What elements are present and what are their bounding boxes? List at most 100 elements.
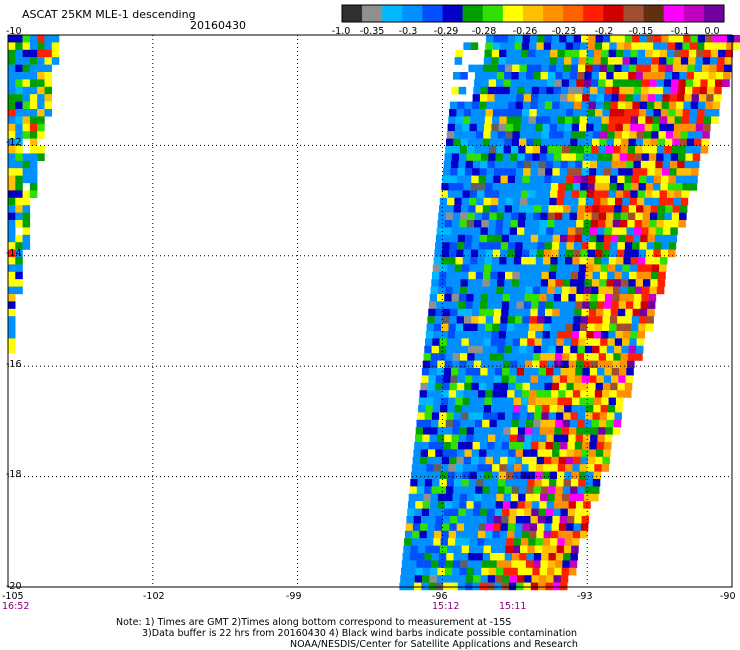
wind-cell (558, 390, 566, 398)
wind-cell (446, 412, 454, 420)
wind-cell (485, 249, 493, 258)
wind-cell (678, 79, 686, 87)
wind-cell (544, 316, 552, 324)
wind-cell (726, 42, 734, 50)
wind-cell (585, 64, 593, 73)
wind-cell (602, 175, 611, 184)
wind-cell (646, 109, 654, 117)
wind-cell (570, 64, 579, 73)
wind-cell (454, 405, 463, 413)
wind-cell (540, 419, 549, 428)
wind-cell (601, 116, 610, 124)
wind-cell (414, 575, 423, 583)
wind-cell (486, 101, 494, 110)
wind-cell (571, 264, 579, 272)
wind-cell (436, 227, 445, 235)
wind-cell (439, 479, 447, 487)
wind-cell (679, 212, 687, 221)
wind-cell (554, 360, 562, 369)
wind-cell (629, 338, 637, 346)
wind-cell (600, 123, 609, 132)
wind-cell (478, 382, 487, 391)
wind-cell (535, 49, 544, 58)
wind-cell (522, 449, 531, 457)
wind-cell (473, 575, 481, 583)
wind-cell (567, 368, 576, 376)
wind-cell (554, 79, 562, 87)
wind-cell (534, 412, 542, 420)
wind-cell (423, 353, 431, 361)
wind-cell (535, 397, 544, 406)
wind-cell (579, 116, 588, 124)
wind-cell (615, 405, 623, 413)
wind-cell (492, 183, 500, 191)
wind-cell (437, 501, 445, 509)
wind-cell (476, 331, 485, 339)
wind-cell (474, 560, 483, 568)
wind-cell (591, 353, 599, 361)
wind-cell (512, 553, 520, 561)
wind-cell (571, 545, 579, 554)
wind-cell (428, 442, 437, 450)
wind-cell (555, 419, 563, 428)
wind-cell (579, 471, 587, 480)
wind-cell (22, 123, 31, 132)
wind-cell (592, 486, 600, 494)
wind-cell (614, 412, 622, 420)
wind-cell (8, 205, 16, 213)
wind-cell (497, 553, 505, 561)
wind-cell (457, 242, 465, 250)
wind-cell (658, 64, 666, 73)
time-label: 15:12 (432, 601, 459, 612)
wind-cell (15, 242, 23, 250)
wind-cell (22, 168, 31, 176)
wind-cell (414, 508, 422, 517)
wind-cell (464, 175, 472, 184)
wind-cell (450, 168, 458, 176)
wind-cell (723, 64, 732, 73)
wind-cell (680, 57, 689, 65)
wind-cell (561, 567, 570, 576)
wind-cell (584, 279, 593, 287)
wind-cell (486, 35, 494, 43)
wind-cell (672, 72, 680, 80)
wind-cell (494, 94, 502, 102)
wind-cell (434, 316, 443, 324)
wind-cell (639, 101, 648, 110)
wind-cell (484, 190, 492, 198)
wind-cell (674, 190, 682, 198)
wind-cell (575, 368, 583, 376)
wind-cell (450, 234, 458, 243)
wind-cell (595, 382, 604, 391)
wind-cell (534, 479, 542, 487)
wind-cell (465, 508, 474, 517)
wind-cell (558, 523, 567, 531)
wind-cell (512, 131, 520, 139)
wind-cell (477, 397, 485, 406)
wind-cell (498, 197, 506, 206)
wind-cell (686, 72, 695, 80)
wind-cell (579, 323, 588, 332)
wind-cell (428, 449, 436, 457)
wind-cell (638, 116, 646, 124)
wind-cell (504, 64, 513, 73)
wind-cell (471, 101, 480, 110)
wind-cell (650, 205, 659, 213)
wind-cell (486, 308, 495, 317)
wind-cell (514, 530, 522, 539)
wind-cell (576, 353, 585, 361)
wind-cell (644, 197, 652, 206)
wind-cell (571, 331, 580, 339)
wind-cell (452, 286, 460, 295)
wind-cell (573, 382, 582, 391)
wind-cell (670, 153, 679, 161)
wind-cell (521, 42, 530, 50)
wind-cell (582, 368, 590, 376)
wind-cell (583, 153, 591, 161)
wind-cell (525, 212, 534, 221)
wind-cell (667, 49, 675, 58)
wind-cell (578, 338, 586, 346)
wind-cell (661, 175, 669, 184)
wind-cell (449, 175, 457, 184)
wind-cell (485, 109, 494, 117)
